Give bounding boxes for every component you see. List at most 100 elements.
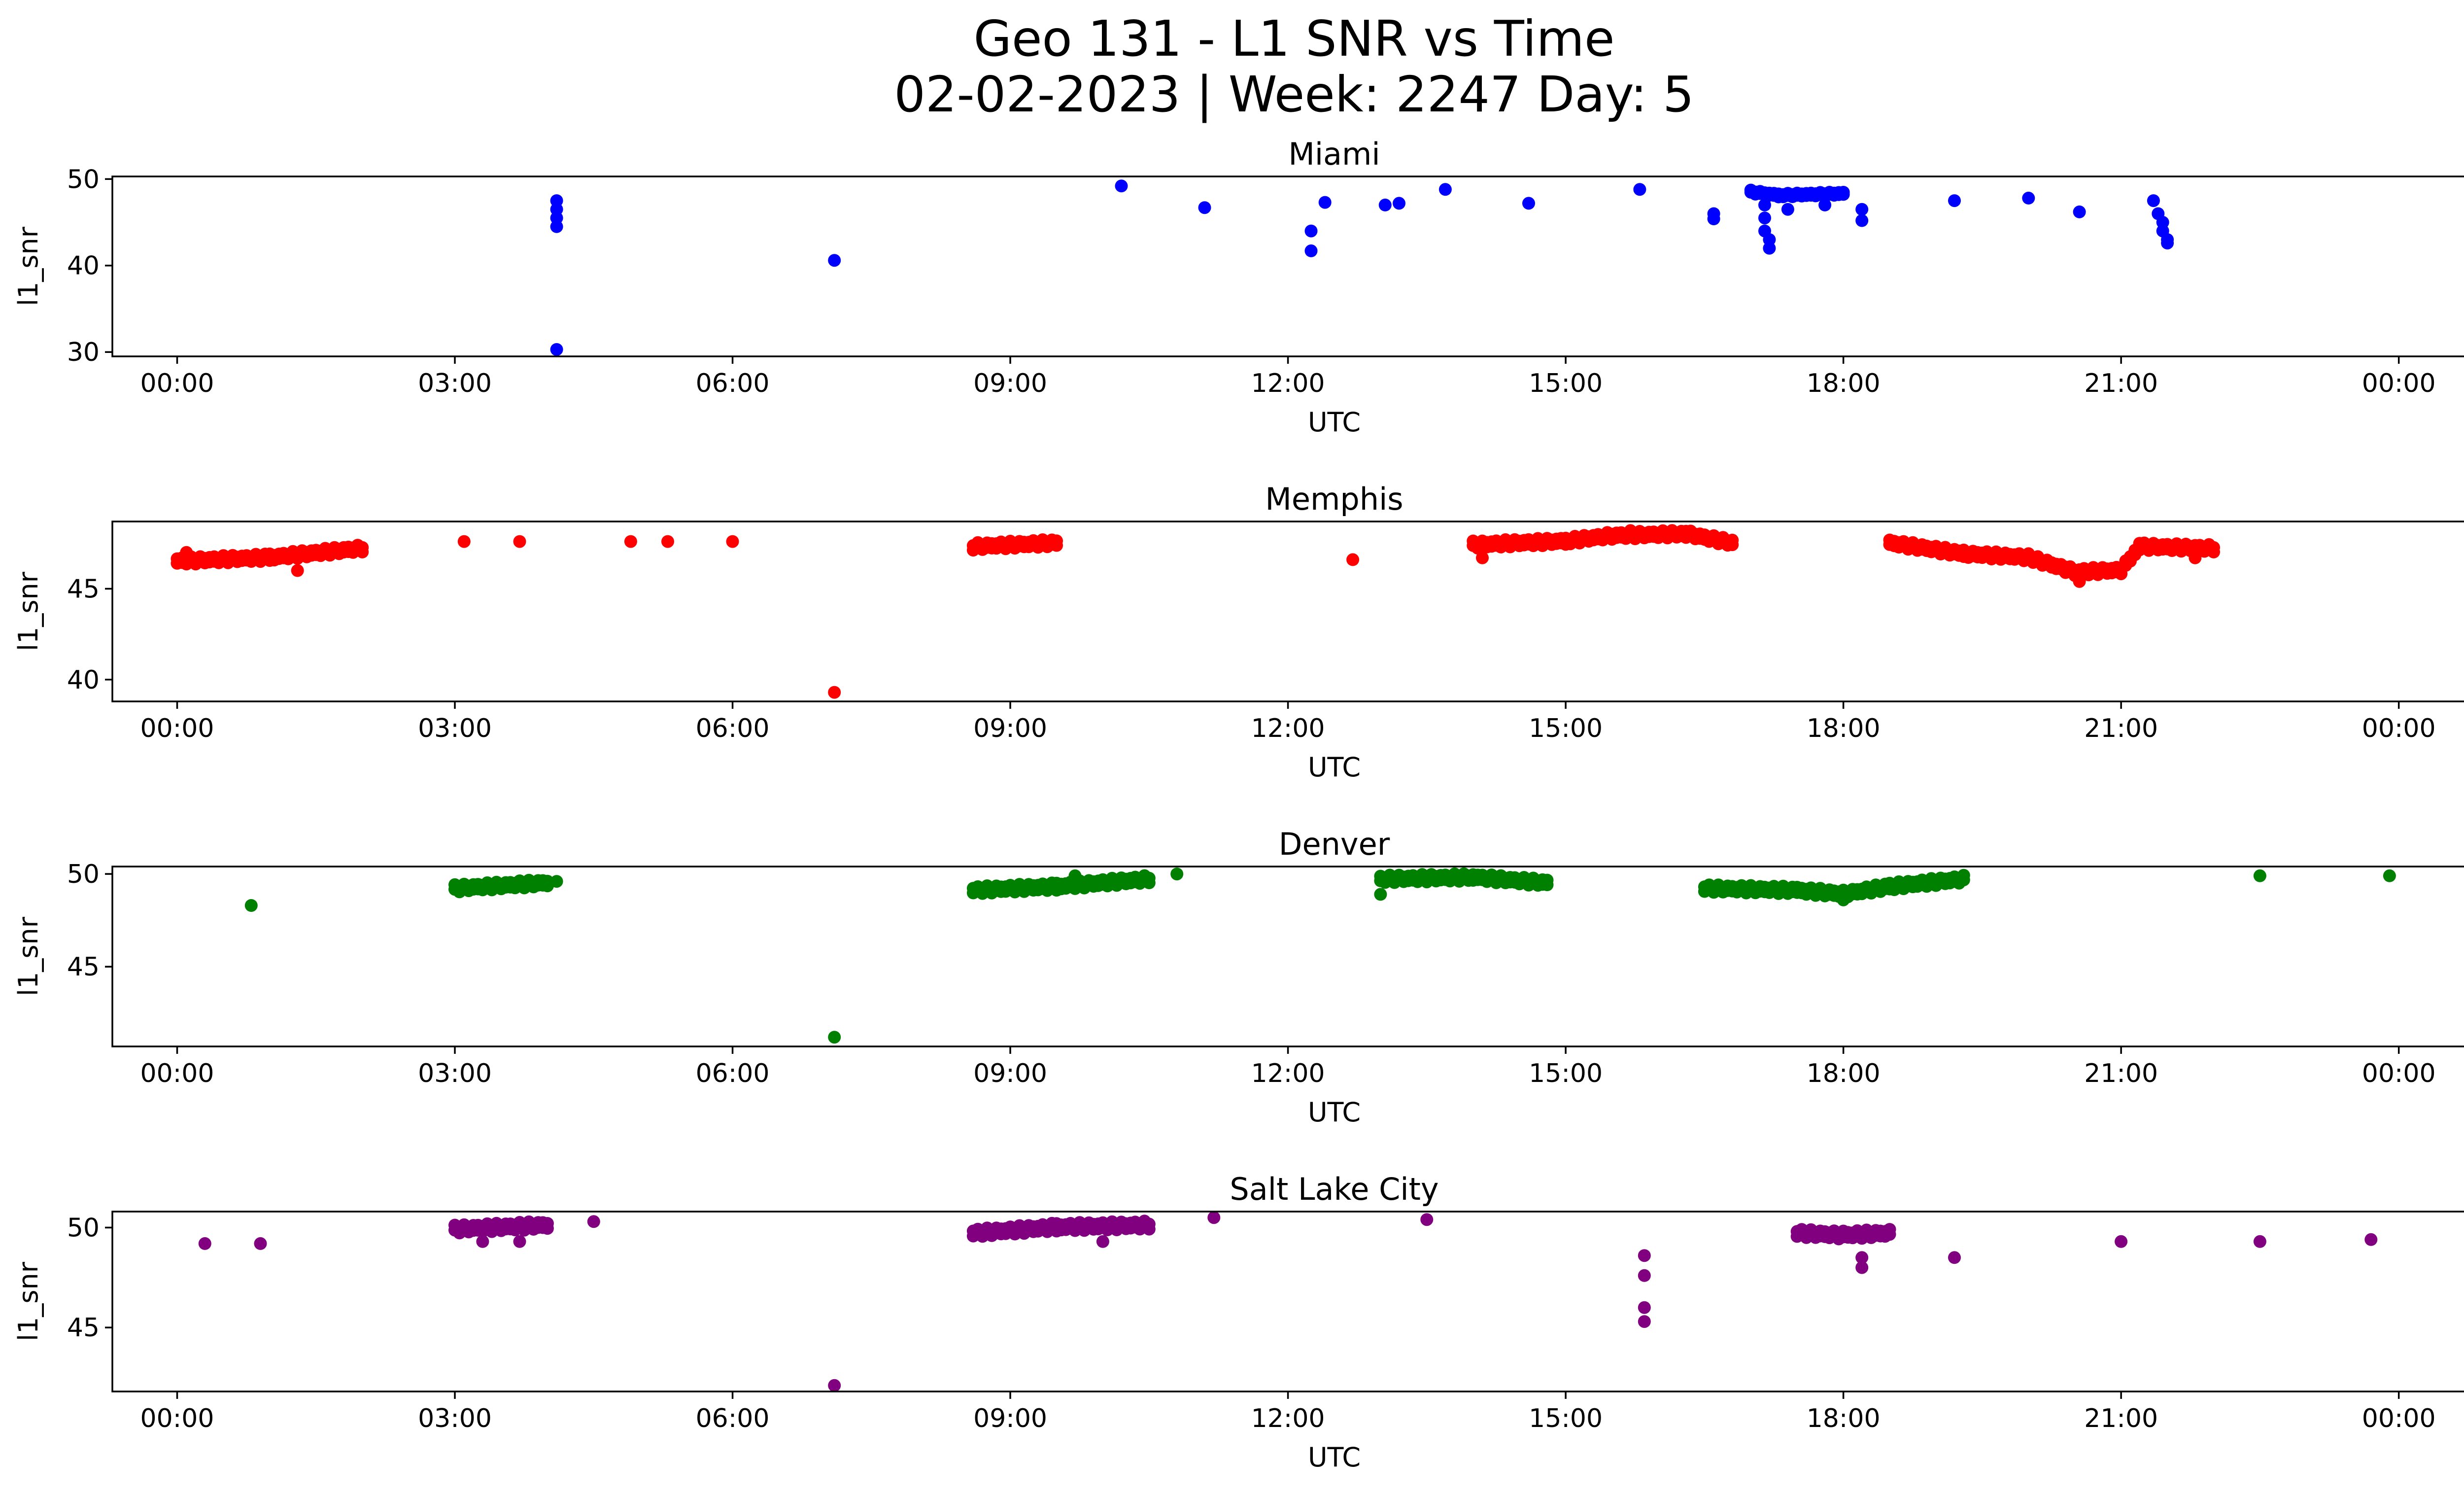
x-tick-label: 18:00 xyxy=(1807,369,1881,398)
y-axis-label: l1_snr xyxy=(13,916,44,996)
data-point xyxy=(1855,1251,1869,1264)
panel-title: Memphis xyxy=(1265,481,1403,517)
x-axis-label: UTC xyxy=(1308,752,1361,783)
y-tick-label: 50 xyxy=(67,165,100,194)
data-point xyxy=(1837,186,1850,199)
y-tick-label: 30 xyxy=(67,338,100,367)
data-points xyxy=(550,179,2174,356)
plot-frame xyxy=(111,1211,2464,1392)
panels: Miami 00:00 03:00 06:00 09:00 12:00 15:00 18:00… xyxy=(13,136,2464,1473)
x-tick-label: 03:00 xyxy=(418,1059,492,1088)
x-tick-label: 15:00 xyxy=(1529,1404,1603,1433)
data-point xyxy=(1726,533,1739,547)
data-point xyxy=(2073,205,2086,218)
data-point xyxy=(1763,242,1776,255)
x-tick-label: 03:00 xyxy=(418,369,492,398)
data-point xyxy=(180,546,193,559)
y-tick-label: 45 xyxy=(67,1313,100,1343)
data-points xyxy=(171,524,2220,699)
data-point xyxy=(1170,868,1184,881)
data-point xyxy=(1346,553,1360,566)
x-tick-label: 12:00 xyxy=(1251,369,1325,398)
data-point xyxy=(541,1217,554,1230)
data-point xyxy=(1096,1235,1109,1248)
x-tick-label: 18:00 xyxy=(1807,1404,1881,1433)
data-point xyxy=(2115,1235,2128,1248)
x-tick-label: 09:00 xyxy=(973,1059,1047,1088)
data-point xyxy=(356,541,369,554)
data-point xyxy=(624,535,637,548)
y-tick-label: 50 xyxy=(67,1213,100,1243)
data-point xyxy=(1318,196,1332,209)
data-point xyxy=(1855,1261,1869,1274)
x-tick-label: 18:00 xyxy=(1807,1059,1881,1088)
panel-title: Denver xyxy=(1279,826,1390,862)
data-point xyxy=(1638,1315,1651,1328)
data-point xyxy=(1115,179,1128,193)
x-tick-label: 00:00 xyxy=(2362,1404,2436,1433)
data-point xyxy=(1633,183,1646,196)
panel-title: Salt Lake City xyxy=(1230,1171,1438,1207)
x-axis-label: UTC xyxy=(1308,1442,1361,1473)
data-point xyxy=(1638,1301,1651,1314)
data-point xyxy=(244,899,258,912)
x-tick-label: 00:00 xyxy=(2362,369,2436,398)
data-point xyxy=(1304,224,1318,238)
data-point xyxy=(1540,873,1554,887)
x-tick-label: 00:00 xyxy=(140,1404,214,1433)
plot-frame xyxy=(111,866,2464,1047)
data-point xyxy=(2253,869,2266,882)
x-axis-label: UTC xyxy=(1308,407,1361,438)
data-point xyxy=(828,254,841,267)
figure-title-line-1: Geo 131 - L1 SNR vs Time xyxy=(974,10,1615,68)
x-tick-label: 06:00 xyxy=(696,714,770,743)
data-point xyxy=(291,564,304,577)
data-point xyxy=(1948,194,1961,208)
data-point xyxy=(1638,1269,1651,1282)
data-point xyxy=(1304,244,1318,257)
y-axis-label: l1_snr xyxy=(13,571,44,651)
x-tick-label: 06:00 xyxy=(696,1404,770,1433)
data-point xyxy=(2059,560,2072,574)
data-point xyxy=(1758,198,1771,211)
data-point xyxy=(1438,183,1452,196)
y-axis-label: l1_snr xyxy=(13,226,44,306)
data-points xyxy=(244,867,2396,1044)
x-tick-label: 00:00 xyxy=(140,1059,214,1088)
data-point xyxy=(550,220,563,233)
data-point xyxy=(1758,211,1771,225)
x-tick-label: 00:00 xyxy=(140,714,214,743)
panel-denver: Denver 00:00 03:00 06:00 09:00 12:00 15:00 18:0… xyxy=(13,826,2464,1128)
data-point xyxy=(1892,537,1906,550)
x-tick-label: 18:00 xyxy=(1807,714,1881,743)
data-point xyxy=(1438,869,1452,882)
x-tick-label: 21:00 xyxy=(2084,1059,2158,1088)
data-point xyxy=(1142,871,1156,885)
data-point xyxy=(1855,203,1869,216)
data-point xyxy=(661,535,674,548)
data-point xyxy=(1476,551,1489,564)
data-point xyxy=(198,1237,211,1250)
data-point xyxy=(1393,197,1405,210)
data-point xyxy=(828,686,841,699)
data-point xyxy=(828,1031,841,1044)
y-axis-label: l1_snr xyxy=(13,1261,44,1341)
data-point xyxy=(1707,212,1720,225)
y-tick-label: 45 xyxy=(67,952,100,982)
data-point xyxy=(2207,541,2220,554)
data-point xyxy=(513,1235,526,1248)
data-point xyxy=(2383,869,2396,882)
x-tick-label: 09:00 xyxy=(973,1404,1047,1433)
data-point xyxy=(457,535,471,548)
data-point xyxy=(1837,893,1850,906)
y-tick-label: 40 xyxy=(67,251,100,281)
data-point xyxy=(1781,203,1794,216)
y-tick-label: 50 xyxy=(67,860,100,889)
data-point xyxy=(1207,1211,1221,1224)
data-point xyxy=(2147,194,2160,208)
x-tick-label: 12:00 xyxy=(1251,714,1325,743)
x-tick-label: 21:00 xyxy=(2084,369,2158,398)
data-point xyxy=(1883,1223,1896,1236)
x-axis-label: UTC xyxy=(1308,1097,1361,1128)
